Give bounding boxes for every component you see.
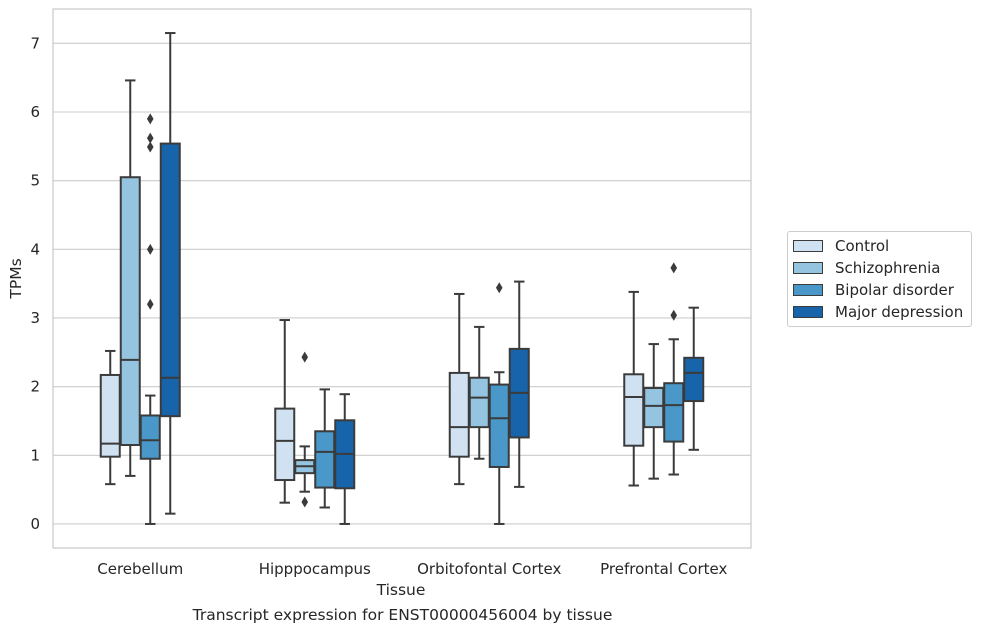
legend-label-control: Control: [835, 237, 890, 255]
outlier-point-bipolar-disorder: [146, 113, 154, 125]
y-tick-label: 6: [30, 103, 40, 121]
box-bipolar-disorder: [488, 383, 510, 468]
box-bipolar-disorder: [314, 430, 336, 489]
y-tick-label: 1: [30, 446, 40, 464]
y-tick-label: 7: [30, 34, 40, 52]
outlier-point-bipolar-disorder: [146, 141, 154, 153]
legend-item-control: Control: [793, 236, 889, 256]
plot-area-frame: [52, 8, 752, 549]
x-tick-label: Cerebellum: [97, 560, 183, 578]
outlier-point-bipolar-disorder: [146, 298, 154, 310]
box-control: [274, 407, 296, 482]
box-schizophrenia: [468, 376, 490, 429]
box-bipolar-disorder: [139, 414, 161, 460]
box-schizophrenia: [119, 176, 141, 447]
y-tick-label: 5: [30, 172, 40, 190]
outlier-point-bipolar-disorder: [670, 309, 678, 321]
x-axis-label: Tissue: [376, 581, 426, 599]
x-tick-label: Prefrontal Cortex: [600, 560, 727, 578]
figure-caption: Transcript expression for ENST0000045600…: [192, 606, 613, 624]
outlier-point-schizophrenia: [301, 351, 309, 363]
legend-item-schizophrenia: Schizophrenia: [793, 258, 940, 278]
legend-swatch-bipolar-disorder: [793, 284, 823, 296]
outlier-point-bipolar-disorder: [495, 282, 503, 294]
y-tick-label: 0: [30, 515, 40, 533]
legend-swatch-schizophrenia: [793, 262, 823, 274]
box-major-depression: [683, 356, 705, 403]
outlier-point-bipolar-disorder: [146, 132, 154, 144]
legend: Control Schizophrenia Bipolar disorder M…: [787, 231, 972, 327]
legend-swatch-control: [793, 240, 823, 252]
y-tick-label: 4: [30, 240, 40, 258]
legend-item-major-depression: Major depression: [793, 302, 963, 322]
box-bipolar-disorder: [663, 382, 685, 443]
x-tick-label: Hipppocampus: [259, 560, 371, 578]
legend-label-bipolar-disorder: Bipolar disorder: [835, 281, 954, 299]
legend-label-schizophrenia: Schizophrenia: [835, 259, 941, 277]
x-tick-label: Orbitofontal Cortex: [417, 560, 561, 578]
box-control: [623, 373, 645, 447]
legend-label-major-depression: Major depression: [835, 303, 964, 321]
box-schizophrenia: [643, 387, 665, 429]
y-axis-label: TPMs: [7, 258, 25, 299]
y-tick-label: 2: [30, 378, 40, 396]
legend-item-bipolar-disorder: Bipolar disorder: [793, 280, 954, 300]
box-major-depression: [159, 142, 181, 418]
box-control: [448, 371, 470, 458]
outlier-point-schizophrenia: [301, 496, 309, 508]
legend-swatch-major-depression: [793, 306, 823, 318]
outlier-point-bipolar-disorder: [146, 243, 154, 255]
outlier-point-bipolar-disorder: [670, 262, 678, 274]
y-tick-label: 3: [30, 309, 40, 327]
